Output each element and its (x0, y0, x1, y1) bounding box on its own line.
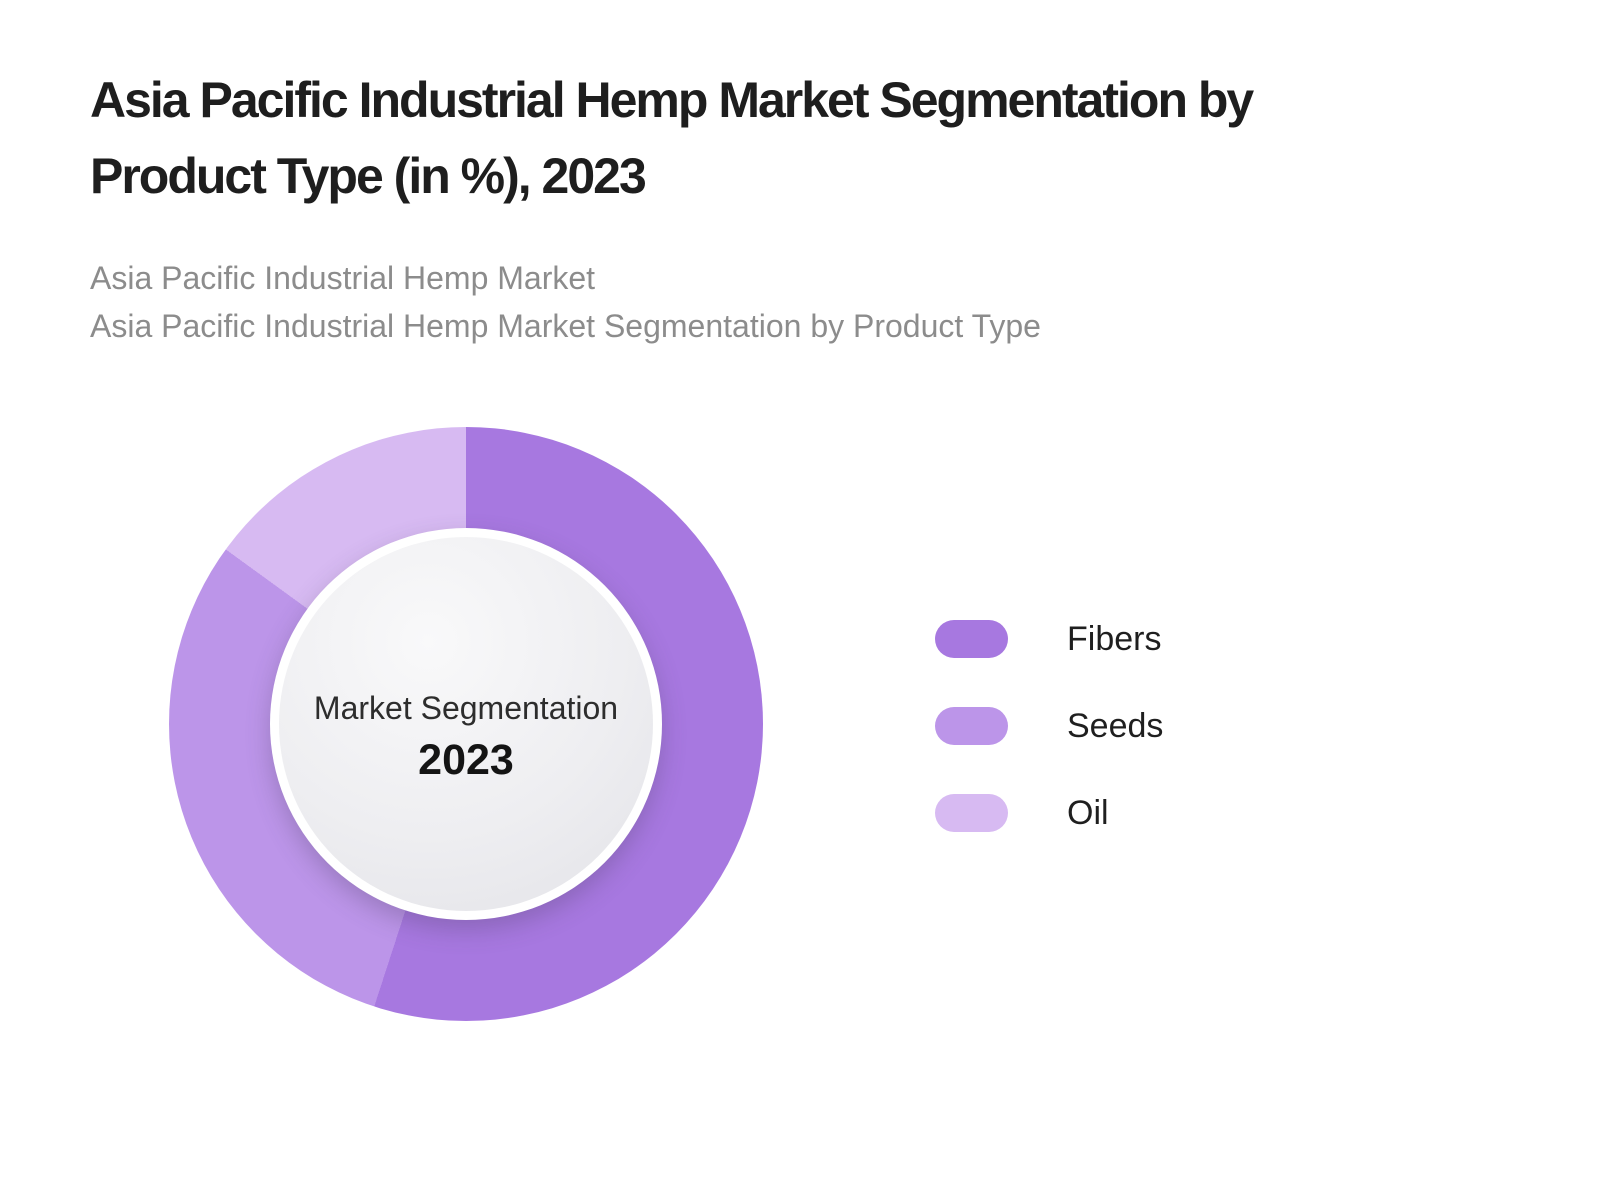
legend-item-seeds: Seeds (935, 707, 1163, 745)
donut-hole-disc (279, 537, 653, 911)
legend-item-oil: Oil (935, 794, 1163, 832)
legend-swatch-fibers-icon (935, 620, 1008, 658)
chart-title-line-2: Product Type (in %), 2023 (90, 148, 647, 204)
legend-label-oil: Oil (1067, 793, 1109, 832)
legend-item-fibers: Fibers (935, 620, 1163, 658)
legend-label-seeds: Seeds (1067, 706, 1164, 745)
chart-title-line-1: Asia Pacific Industrial Hemp Market Segm… (90, 72, 1254, 128)
donut-ring: Market Segmentation 2023 (169, 427, 763, 1021)
donut-center-year: 2023 (418, 736, 514, 784)
legend-swatch-oil-icon (935, 794, 1008, 832)
legend-swatch-seeds-icon (935, 707, 1008, 745)
subtitle-line-2: Asia Pacific Industrial Hemp Market Segm… (90, 308, 1041, 344)
chart-title: Asia Pacific Industrial Hemp Market Segm… (90, 62, 1490, 214)
donut-hole: Market Segmentation 2023 (270, 528, 662, 920)
legend: Fibers Seeds Oil (935, 620, 1163, 832)
donut-center-text: Market Segmentation 2023 (270, 541, 662, 933)
donut-center-label: Market Segmentation (313, 690, 619, 726)
chart-subtitle: Asia Pacific Industrial Hemp Market Asia… (90, 254, 1041, 350)
subtitle-line-1: Asia Pacific Industrial Hemp Market (90, 260, 596, 296)
legend-label-fibers: Fibers (1067, 619, 1162, 658)
